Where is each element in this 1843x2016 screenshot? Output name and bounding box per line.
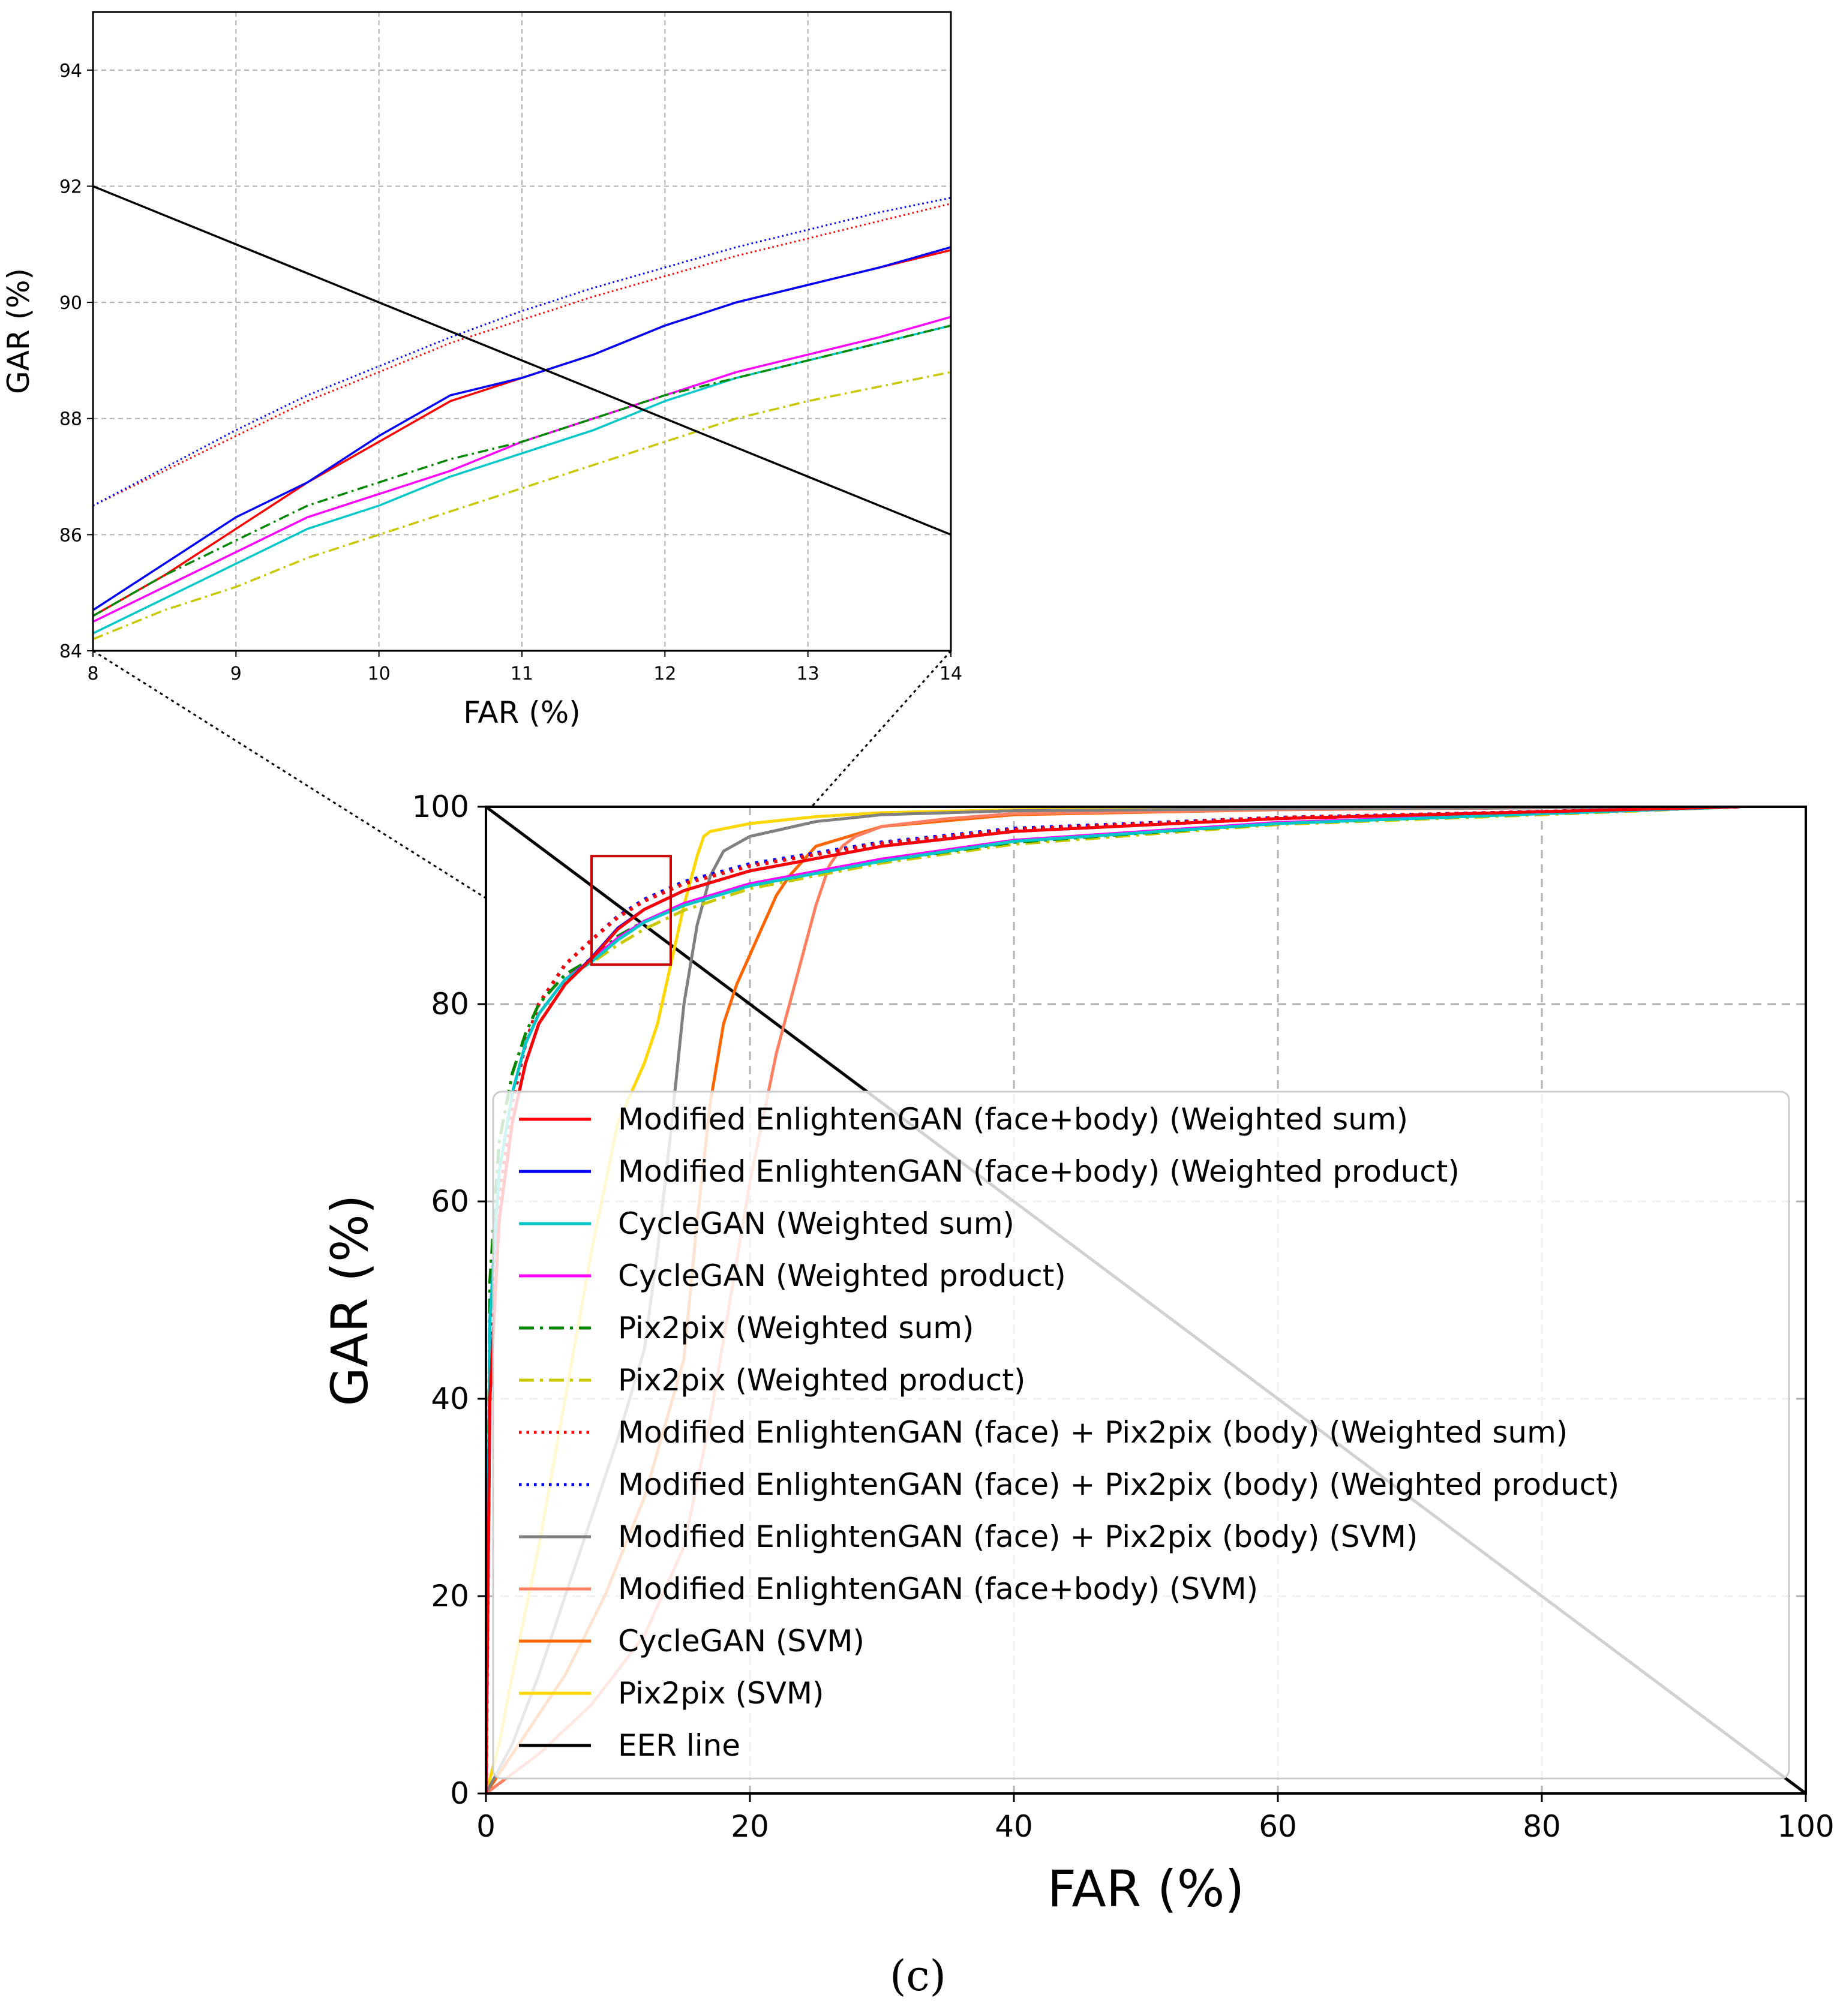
- legend-label: CycleGAN (Weighted product): [618, 1258, 1066, 1293]
- legend-entry-cyclegan-svm: CycleGAN (SVM): [519, 1624, 865, 1659]
- legend-label: Modified EnlightenGAN (face) + Pix2pix (…: [618, 1519, 1418, 1554]
- inset-series-eer-line: [93, 185, 951, 536]
- inset-xtick-label-8: 8: [87, 663, 98, 684]
- legend-label: Modified EnlightenGAN (face) + Pix2pix (…: [618, 1415, 1568, 1450]
- legend-entry-modified-enlightengan-face-pix2pix-body-weighted-product: Modified EnlightenGAN (face) + Pix2pix (…: [519, 1467, 1619, 1502]
- legend-label: Pix2pix (SVM): [618, 1676, 824, 1711]
- legend: Modified EnlightenGAN (face+body) (Weigh…: [492, 1090, 1790, 1780]
- legend-entry-eer-line: EER line: [519, 1728, 740, 1763]
- legend-label: EER line: [618, 1728, 740, 1763]
- inset-series-pix2pix-weighted-sum: [93, 325, 951, 617]
- inset-series-modified-enlightengan-face-body-weighted-product: [93, 246, 951, 611]
- main-xtick-label-60: 60: [1259, 1809, 1297, 1844]
- main-xtick-label-20: 20: [731, 1809, 769, 1844]
- main-ytick-label-20: 20: [431, 1579, 469, 1614]
- main-xtick-label-80: 80: [1523, 1809, 1561, 1844]
- main-xtick-label-40: 40: [995, 1809, 1033, 1844]
- inset-ytick-label-92: 92: [59, 176, 82, 197]
- legend-entry-modified-enlightengan-face-body-svm: Modified EnlightenGAN (face+body) (SVM): [519, 1572, 1258, 1606]
- inset-ytick-label-90: 90: [59, 293, 82, 314]
- legend-label: CycleGAN (SVM): [618, 1624, 865, 1659]
- inset-ytick-label-84: 84: [59, 641, 82, 662]
- legend-entry-modified-enlightengan-face-pix2pix-body-weighted-sum: Modified EnlightenGAN (face) + Pix2pix (…: [519, 1415, 1568, 1450]
- main-plot-frame: [485, 806, 1807, 1795]
- inset-series-modified-enlightengan-face-pix2pix-body-weighted-sum: [93, 203, 951, 507]
- legend-entry-modified-enlightengan-face-body-weighted-sum: Modified EnlightenGAN (face+body) (Weigh…: [519, 1102, 1408, 1137]
- main-xtick-label-100: 100: [1777, 1809, 1834, 1844]
- figure-caption: (c): [890, 1951, 946, 2000]
- inset-tick-labels: 8 9 10 11 12 13 14 84 86 88 90 92 94: [59, 61, 962, 684]
- inset-series-group: [93, 185, 951, 641]
- main-ytick-label-100: 100: [412, 789, 469, 824]
- legend-label: Pix2pix (Weighted product): [618, 1363, 1025, 1398]
- inset-xtick-label-12: 12: [653, 663, 676, 684]
- inset-x-axis-label: FAR (%): [463, 695, 581, 730]
- legend-entry-cyclegan-weighted-sum: CycleGAN (Weighted sum): [519, 1206, 1014, 1241]
- inset-ytick-label-88: 88: [59, 409, 82, 430]
- inset-xtick-label-11: 11: [511, 663, 533, 684]
- inset-xtick-label-13: 13: [797, 663, 820, 684]
- main-y-axis-label: GAR (%): [320, 1195, 379, 1407]
- main-ytick-label-40: 40: [431, 1381, 469, 1416]
- inset-ytick-label-94: 94: [59, 61, 82, 82]
- legend-label: Modified EnlightenGAN (face) + Pix2pix (…: [618, 1467, 1619, 1502]
- legend-entry-pix2pix-weighted-product: Pix2pix (Weighted product): [519, 1363, 1025, 1398]
- main-x-axis-label: FAR (%): [1047, 1859, 1245, 1918]
- main-ytick-label-60: 60: [431, 1184, 469, 1219]
- main-ytick-label-0: 0: [450, 1776, 469, 1811]
- legend-label: Pix2pix (Weighted sum): [618, 1311, 974, 1345]
- legend-entry-modified-enlightengan-face-body-weighted-product: Modified EnlightenGAN (face+body) (Weigh…: [519, 1154, 1460, 1189]
- legend-label: Modified EnlightenGAN (face+body) (SVM): [618, 1572, 1258, 1606]
- main-tick-labels: 0 20 40 60 80 100 0 20 40 60 80 100: [412, 789, 1835, 1844]
- legend-label: Modified EnlightenGAN (face+body) (Weigh…: [618, 1102, 1408, 1137]
- zoom-region-box: [590, 855, 672, 966]
- main-ytick-label-80: 80: [431, 987, 469, 1021]
- legend-box: [492, 1090, 1790, 1780]
- inset-ytick-label-86: 86: [59, 525, 82, 546]
- inset-y-axis-label: GAR (%): [1, 268, 36, 394]
- inset-xtick-label-10: 10: [368, 663, 391, 684]
- legend-entry-pix2pix-weighted-sum: Pix2pix (Weighted sum): [519, 1311, 974, 1345]
- inset-xtick-label-14: 14: [939, 663, 962, 684]
- inset-chart: 8 9 10 11 12 13 14 84 86 88 90 92 94 FAR (%) GAR (%): [1, 11, 962, 730]
- legend-entry-pix2pix-svm: Pix2pix (SVM): [519, 1676, 824, 1711]
- inset-series-pix2pix-weighted-product: [93, 371, 951, 641]
- legend-entry-cyclegan-weighted-product: CycleGAN (Weighted product): [519, 1258, 1066, 1293]
- legend-label: CycleGAN (Weighted sum): [618, 1206, 1014, 1241]
- legend-label: Modified EnlightenGAN (face+body) (Weigh…: [618, 1154, 1460, 1189]
- legend-entry-modified-enlightengan-face-pix2pix-body-svm: Modified EnlightenGAN (face) + Pix2pix (…: [519, 1519, 1418, 1554]
- inset-xtick-label-9: 9: [230, 663, 242, 684]
- main-xtick-label-0: 0: [476, 1809, 496, 1844]
- inset-grid: [93, 12, 951, 651]
